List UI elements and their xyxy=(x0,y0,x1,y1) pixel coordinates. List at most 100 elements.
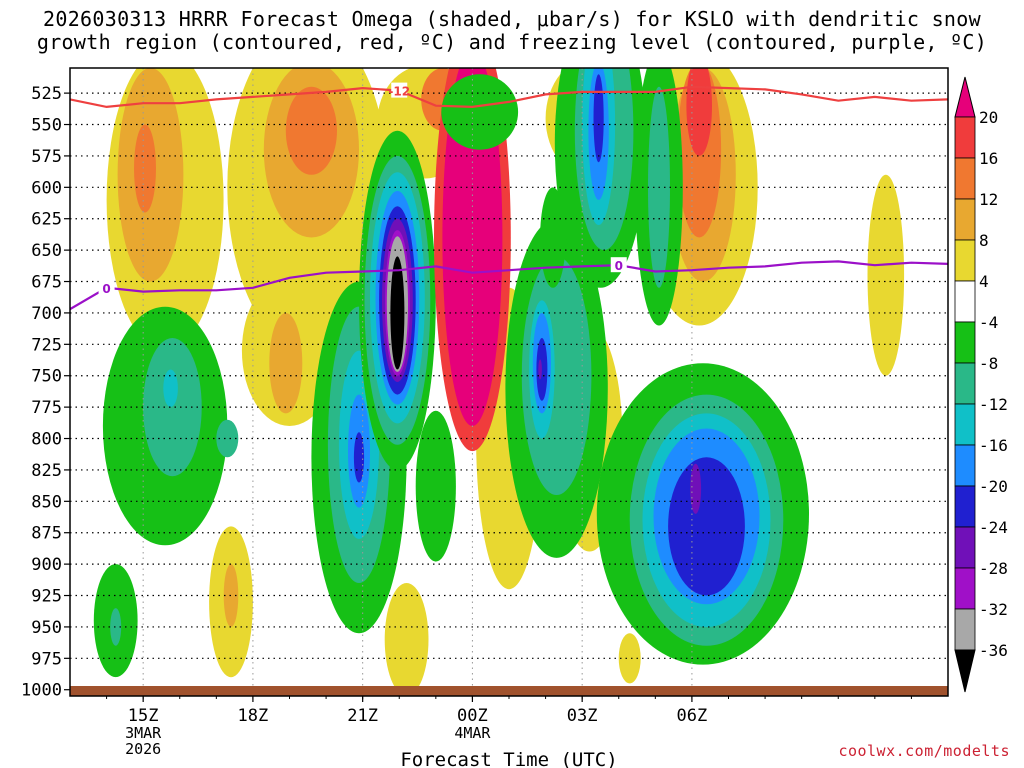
ground-strip xyxy=(70,686,948,696)
ytick-label-625: 625 xyxy=(31,210,62,230)
xtick-label-15Z: 15Z xyxy=(128,706,159,726)
colorbar-label-2: 12 xyxy=(979,190,998,209)
omega-area-23 xyxy=(143,338,202,477)
omega-area-66 xyxy=(867,174,905,376)
colorbar-band-4 xyxy=(954,280,976,323)
colorbar-band-6 xyxy=(954,362,976,405)
colorbar-band-8 xyxy=(954,444,976,487)
colorbar-band-5 xyxy=(954,321,976,364)
colorbar-band-11 xyxy=(954,567,976,610)
contour-lines: -12 0 0 xyxy=(70,82,948,311)
omega-area-19 xyxy=(618,633,641,684)
colorbar: 20 16 12 8 4 -4 -8 -12 -16 -20 -24 -28 -32 -36 xyxy=(954,76,1008,693)
colorbar-band-1 xyxy=(954,157,976,200)
ytick-label-850: 850 xyxy=(31,492,62,512)
omega-area-47 xyxy=(536,338,548,401)
contour-line-0 xyxy=(70,85,948,109)
ytick-label-925: 925 xyxy=(31,587,62,607)
omega-area-53 xyxy=(593,74,604,163)
omega-area-25 xyxy=(216,419,239,458)
ytick-label-650: 650 xyxy=(31,241,62,261)
chart-title: 2026030313 HRRR Forecast Omega (shaded, … xyxy=(0,8,1024,54)
omega-area-42 xyxy=(390,256,405,370)
colorbar-band-10 xyxy=(954,526,976,569)
colorbar-band-12 xyxy=(954,608,976,651)
colorbar-band-3 xyxy=(954,239,976,282)
colorbar-band-2 xyxy=(954,198,976,241)
contour-line-1 xyxy=(70,260,948,311)
omega-area-24 xyxy=(163,369,178,408)
xtick-sublabel-2026: 2026 xyxy=(125,740,161,758)
ytick-label-725: 725 xyxy=(31,335,62,355)
colorbar-label-1: 16 xyxy=(979,149,998,168)
omega-area-32 xyxy=(353,432,365,483)
title-line-1: 2026030313 HRRR Forecast Omega (shaded, … xyxy=(43,7,981,31)
contour-label-bg-1-15 xyxy=(610,257,627,273)
colorbar-label-3: 8 xyxy=(979,231,989,250)
colorbar-label-11: -28 xyxy=(979,559,1008,578)
colorbar-band-7 xyxy=(954,403,976,446)
colorbar-label-9: -20 xyxy=(979,477,1008,496)
contour-label-1-1: 0 xyxy=(102,282,110,296)
credit-text: coolwx.com/modelts xyxy=(838,742,1010,760)
colorbar-bottom-arrow xyxy=(954,649,976,693)
omega-area-27 xyxy=(110,608,122,646)
omega-area-63 xyxy=(442,68,503,426)
xtick-label-18Z: 18Z xyxy=(238,706,269,726)
xtick-sublabel-4MAR: 4MAR xyxy=(454,724,491,742)
colorbar-label-8: -16 xyxy=(979,436,1008,455)
colorbar-label-12: -32 xyxy=(979,600,1008,619)
ytick-label-800: 800 xyxy=(31,430,62,450)
colorbar-label-10: -24 xyxy=(979,518,1008,537)
colorbar-band-9 xyxy=(954,485,976,528)
xtick-label-06Z: 06Z xyxy=(677,706,708,726)
ytick-label-575: 575 xyxy=(31,147,62,167)
contour-label-0-9: -12 xyxy=(388,85,410,99)
title-line-2: growth region (contoured, red, ºC) and f… xyxy=(36,30,988,54)
colorbar-label-6: -8 xyxy=(979,354,998,373)
colorbar-label-7: -12 xyxy=(979,395,1008,414)
omega-area-5 xyxy=(285,86,337,175)
ytick-label-950: 950 xyxy=(31,618,62,638)
xtick-label-03Z: 03Z xyxy=(567,706,598,726)
ytick-label-875: 875 xyxy=(31,524,62,544)
omega-area-16 xyxy=(686,68,712,156)
omega-area-60 xyxy=(668,457,745,596)
ytick-label-700: 700 xyxy=(31,304,62,324)
grid-lines xyxy=(70,68,948,696)
ytick-label-675: 675 xyxy=(31,273,62,293)
colorbar-label-4: 4 xyxy=(979,272,989,291)
contour-label-bg-1-1 xyxy=(98,279,115,295)
ytick-label-550: 550 xyxy=(31,116,62,136)
ytick-label-750: 750 xyxy=(31,367,62,387)
omega-area-64 xyxy=(540,187,566,288)
ytick-label-525: 525 xyxy=(31,84,62,104)
colorbar-band-0 xyxy=(954,116,976,159)
y-axis: 525 550 575 600 625 650 675 700 725 750 775 800 825 8… xyxy=(21,84,70,701)
omega-area-7 xyxy=(269,313,303,414)
ytick-label-1000: 1000 xyxy=(21,681,62,701)
ytick-label-825: 825 xyxy=(31,461,62,481)
xtick-label-21Z: 21Z xyxy=(347,706,378,726)
ytick-label-600: 600 xyxy=(31,178,62,198)
contour-label-1-15: 0 xyxy=(615,259,623,273)
ytick-label-775: 775 xyxy=(31,398,62,418)
ytick-label-900: 900 xyxy=(31,555,62,575)
omega-area-48 xyxy=(538,359,542,380)
omega-area-61 xyxy=(690,463,702,514)
omega-area-18 xyxy=(384,583,429,696)
colorbar-label-13: -36 xyxy=(979,641,1008,660)
x-axis-label: Forecast Time (UTC) xyxy=(400,749,617,768)
xtick-sublabel-3MAR: 3MAR xyxy=(125,724,162,742)
colorbar-label-5: -4 xyxy=(979,313,998,332)
colorbar-label-0: 20 xyxy=(979,108,998,127)
colorbar-top-arrow xyxy=(954,76,976,118)
contour-label-bg-0-9 xyxy=(391,82,408,98)
omega-area-65 xyxy=(441,74,519,150)
omega-area-33 xyxy=(415,410,456,562)
xtick-label-00Z: 00Z xyxy=(457,706,488,726)
ytick-label-975: 975 xyxy=(31,649,62,669)
omega-area-2 xyxy=(134,124,156,213)
